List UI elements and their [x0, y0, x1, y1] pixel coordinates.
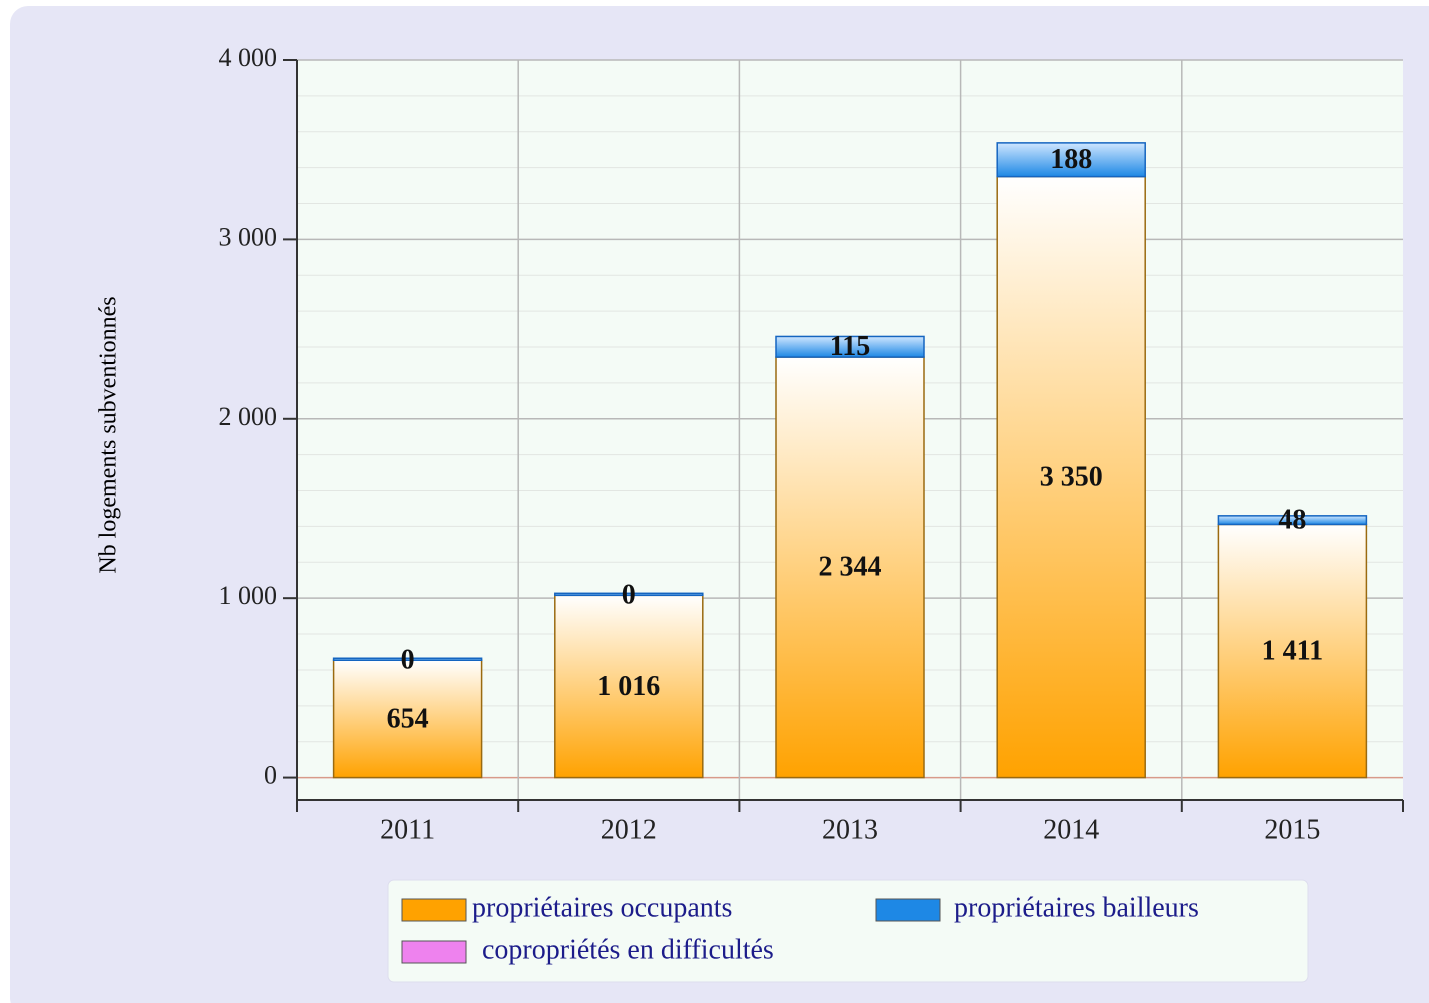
bar-segment — [332, 657, 483, 662]
legend-swatch — [875, 898, 941, 922]
y-tick-label: 4 000 — [219, 43, 278, 72]
data-label: 0 — [401, 645, 415, 676]
legend-label: propriétaires bailleurs — [954, 892, 1199, 923]
legend-swatch — [401, 898, 467, 922]
legend-label: propriétaires occupants — [472, 892, 732, 923]
x-tick-label: 2013 — [822, 814, 878, 845]
data-label: 1 411 — [1262, 635, 1323, 666]
legend — [387, 879, 1309, 983]
y-axis-title: Nb logements subventionnés — [96, 296, 122, 573]
data-label: 115 — [830, 331, 870, 362]
bars: 654 0 1 016 0 2 344 115 3 350 188 1 411 48 — [332, 142, 1368, 779]
bar-segment — [1217, 515, 1368, 526]
y-tick-label: 2 000 — [219, 402, 278, 431]
bar-segment — [775, 335, 925, 358]
legend-label: copropriétés en difficultés — [482, 934, 774, 965]
y-tick-label: 1 000 — [219, 581, 278, 610]
x-tick-label: 2011 — [380, 814, 435, 845]
y-tick-label: 3 000 — [219, 222, 278, 251]
bar-segment — [996, 142, 1146, 178]
bar-segment — [554, 594, 704, 779]
data-label: 1 016 — [597, 671, 660, 702]
legend-swatch — [401, 940, 467, 964]
x-tick-label: 2014 — [1043, 814, 1099, 845]
data-label: 0 — [622, 580, 636, 611]
x-tick-label: 2012 — [601, 814, 657, 845]
bar-segment — [1217, 523, 1368, 779]
y-tick-label: 0 — [264, 761, 277, 790]
data-label: 2 344 — [819, 552, 882, 583]
data-label: 654 — [387, 703, 429, 734]
bar-segment — [996, 175, 1146, 779]
x-tick-label: 2015 — [1264, 814, 1320, 845]
data-label: 48 — [1278, 505, 1306, 536]
data-label: 3 350 — [1040, 462, 1103, 493]
data-label: 188 — [1050, 144, 1092, 175]
bar-segment — [554, 592, 704, 597]
bar-segment — [775, 356, 925, 779]
